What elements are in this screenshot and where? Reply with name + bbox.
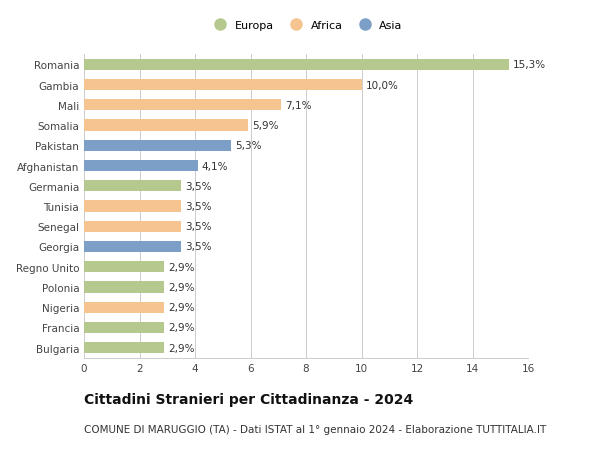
Bar — [84, 342, 164, 353]
Text: 5,9%: 5,9% — [252, 121, 278, 131]
Text: 3,5%: 3,5% — [185, 181, 212, 191]
Text: 4,1%: 4,1% — [202, 161, 229, 171]
Text: 15,3%: 15,3% — [513, 60, 546, 70]
Text: 2,9%: 2,9% — [169, 282, 195, 292]
Bar — [84, 282, 164, 293]
Bar — [84, 80, 361, 91]
Text: 3,5%: 3,5% — [185, 202, 212, 212]
Bar — [84, 100, 281, 111]
Text: 2,9%: 2,9% — [169, 343, 195, 353]
Text: 2,9%: 2,9% — [169, 302, 195, 313]
Text: 2,9%: 2,9% — [169, 323, 195, 333]
Bar — [84, 262, 164, 273]
Text: COMUNE DI MARUGGIO (TA) - Dati ISTAT al 1° gennaio 2024 - Elaborazione TUTTITALI: COMUNE DI MARUGGIO (TA) - Dati ISTAT al … — [84, 425, 546, 435]
Bar — [84, 322, 164, 333]
Text: 10,0%: 10,0% — [365, 80, 398, 90]
Bar — [84, 120, 248, 131]
Text: 3,5%: 3,5% — [185, 222, 212, 232]
Bar — [84, 302, 164, 313]
Text: 2,9%: 2,9% — [169, 262, 195, 272]
Bar — [84, 60, 509, 71]
Bar — [84, 181, 181, 192]
Text: 5,3%: 5,3% — [235, 141, 262, 151]
Text: 7,1%: 7,1% — [285, 101, 311, 111]
Text: Cittadini Stranieri per Cittadinanza - 2024: Cittadini Stranieri per Cittadinanza - 2… — [84, 392, 413, 406]
Bar — [84, 161, 198, 172]
Bar — [84, 201, 181, 212]
Text: 3,5%: 3,5% — [185, 242, 212, 252]
Bar — [84, 140, 231, 151]
Bar — [84, 221, 181, 232]
Bar — [84, 241, 181, 252]
Legend: Europa, Africa, Asia: Europa, Africa, Asia — [205, 17, 407, 35]
